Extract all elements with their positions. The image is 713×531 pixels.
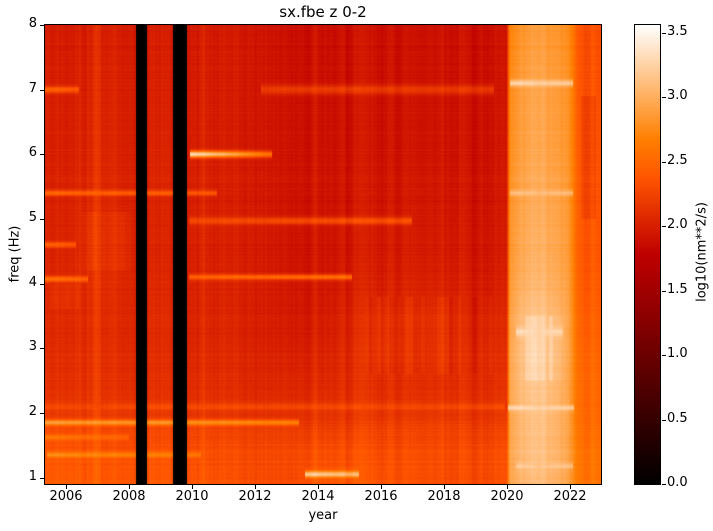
y-axis-label: freq (Hz) [7,225,23,283]
y-tick-label: 8 [28,16,37,31]
y-tick-label: 3 [28,339,37,354]
colorbar-tick-mark [662,355,666,356]
x-tick-label: 2014 [301,489,335,504]
x-tick-mark [129,485,130,489]
colorbar-tick-label: 0.5 [667,411,688,426]
colorbar-tick-mark [662,226,666,227]
x-tick-mark [507,485,508,489]
colorbar-tick-mark [662,420,666,421]
x-tick-label: 2006 [49,489,83,504]
colorbar-tick-label: 1.0 [667,346,688,361]
x-tick-label: 2020 [490,489,524,504]
x-tick-mark [570,485,571,489]
colorbar-canvas [635,25,660,484]
x-tick-label: 2008 [112,489,146,504]
x-tick-mark [381,485,382,489]
colorbar-tick-label: 3.0 [667,88,688,103]
colorbar-tick-mark [662,97,666,98]
colorbar-tick-mark [662,291,666,292]
x-tick-mark [192,485,193,489]
colorbar-tick-label: 2.0 [667,217,688,232]
y-tick-mark [40,284,44,285]
y-tick-mark [40,478,44,479]
x-tick-mark [444,485,445,489]
colorbar-tick-label: 1.5 [667,282,688,297]
x-tick-label: 2012 [238,489,272,504]
x-tick-mark [66,485,67,489]
heatmap-canvas [45,25,601,484]
colorbar-label: log10(nm**2/s) [694,202,710,302]
chart-title: sx.fbe z 0-2 [279,3,367,21]
y-tick-mark [40,348,44,349]
x-tick-label: 2018 [427,489,461,504]
colorbar-tick-label: 2.5 [667,153,688,168]
x-tick-label: 2010 [175,489,209,504]
x-axis-label: year [308,508,338,523]
y-tick-label: 5 [28,210,37,225]
x-tick-label: 2022 [553,489,587,504]
y-tick-label: 6 [28,145,37,160]
y-tick-mark [40,90,44,91]
colorbar-tick-label: 0.0 [667,475,688,490]
y-tick-label: 1 [28,469,37,484]
x-tick-label: 2016 [364,489,398,504]
y-tick-mark [40,25,44,26]
colorbar-tick-mark [662,33,666,34]
colorbar-tick-mark [662,162,666,163]
colorbar-tick-label: 3.5 [667,24,688,39]
colorbar-tick-mark [662,484,666,485]
y-tick-mark [40,154,44,155]
y-tick-label: 4 [28,275,37,290]
y-tick-mark [40,413,44,414]
y-tick-mark [40,219,44,220]
x-tick-mark [318,485,319,489]
y-tick-label: 7 [28,81,37,96]
x-tick-mark [255,485,256,489]
y-tick-label: 2 [28,404,37,419]
